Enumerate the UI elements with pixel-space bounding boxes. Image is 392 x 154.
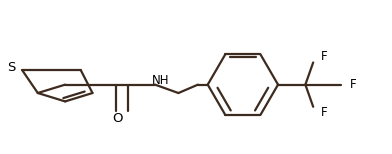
Text: F: F [350,78,357,91]
Text: F: F [321,106,328,119]
Text: NH: NH [152,74,170,87]
Text: S: S [7,61,16,74]
Text: O: O [112,112,122,125]
Text: F: F [321,50,328,63]
